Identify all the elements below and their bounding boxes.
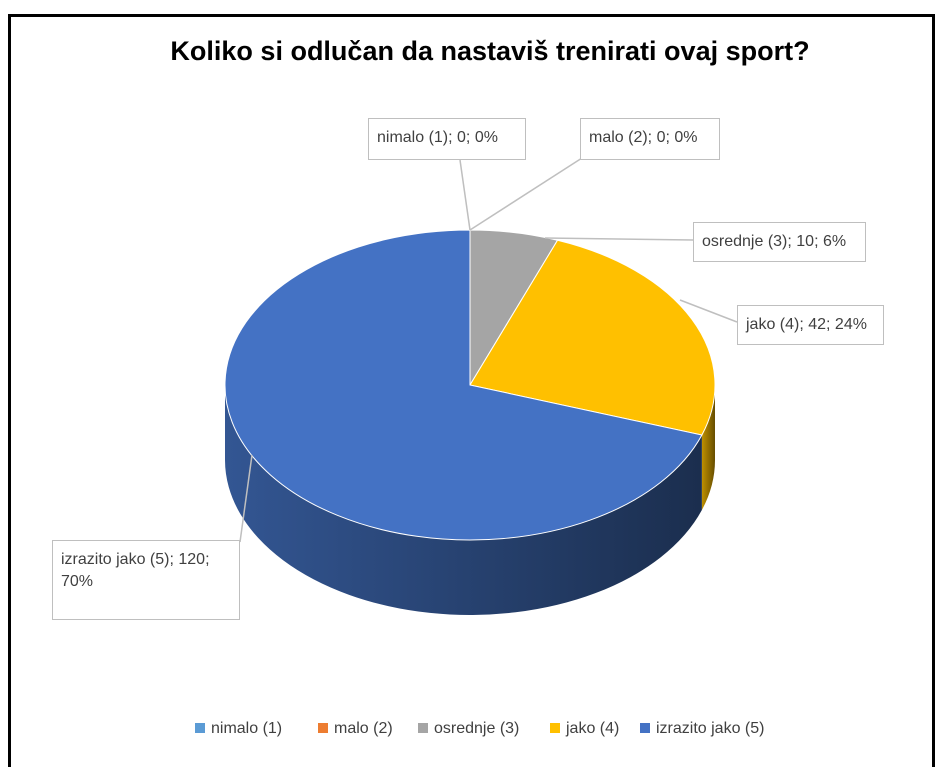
slice-top (224, 229, 703, 541)
slice-side (701, 385, 715, 511)
legend-marker (318, 723, 328, 733)
slice-side (225, 385, 702, 615)
data-label: izrazito jako (5); 120; 70% (52, 540, 240, 620)
leader-line (239, 454, 253, 543)
data-label: malo (2); 0; 0% (580, 118, 720, 160)
legend-label: osrednje (3) (434, 720, 519, 737)
leader-line (459, 159, 471, 231)
slice-top (469, 239, 716, 436)
legend-label: malo (2) (334, 720, 393, 737)
legend-marker (195, 723, 205, 733)
legend-label: jako (4) (565, 720, 619, 737)
data-label: jako (4); 42; 24% (737, 305, 884, 345)
leader-line (469, 157, 583, 231)
legend-marker (640, 723, 650, 733)
legend-label: nimalo (1) (211, 720, 282, 737)
slice (224, 229, 703, 615)
legend-marker (418, 723, 428, 733)
legend-label: izrazito jako (5) (656, 720, 764, 737)
data-label: osrednje (3); 10; 6% (693, 222, 866, 262)
data-label: nimalo (1); 0; 0% (368, 118, 526, 160)
leader-line (544, 237, 694, 241)
leader-line (679, 299, 738, 323)
chart-frame (8, 14, 935, 767)
slice (469, 239, 716, 511)
legend-marker (550, 723, 560, 733)
chart-title: Koliko si odlučan da nastaviš trenirati … (170, 36, 809, 66)
